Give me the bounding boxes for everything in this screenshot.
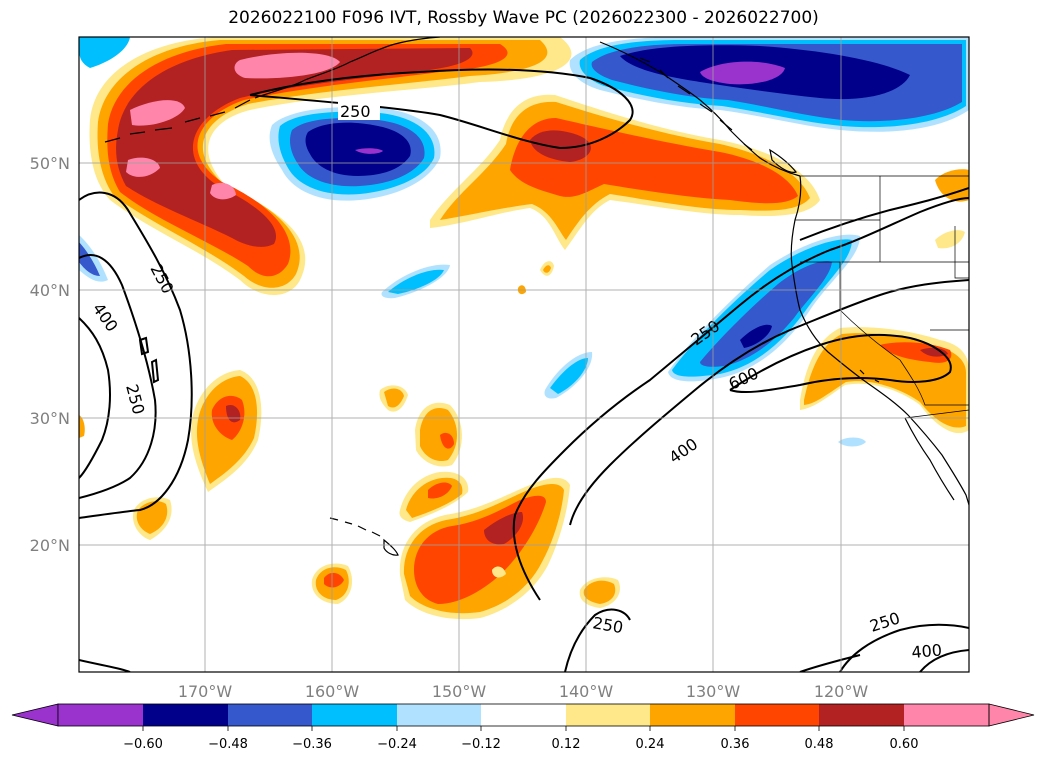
positive-anomaly-northwest-pink-1: [234, 52, 340, 79]
colorbar-segment: [566, 704, 650, 726]
negative-anomaly-small-1-cyan: [388, 269, 444, 294]
border-az: [899, 359, 969, 406]
positive-anomaly-socal-darkred: [920, 347, 948, 357]
colorbar-tick-label: −0.12: [461, 737, 501, 752]
positive-anomaly-subtropics-7-orange: [583, 580, 616, 604]
positive-anomaly-hawaii-plume-yellow-spot: [492, 566, 506, 578]
colorbar-extend-min: [11, 703, 59, 727]
lon-label: 170°W: [178, 682, 233, 701]
latitude-labels: 50°N 40°N 30°N 20°N: [30, 154, 70, 555]
negative-anomaly-california-blue: [700, 261, 832, 367]
colorbar-segment: [228, 704, 312, 726]
negative-anomaly-north-purple: [700, 61, 785, 85]
positive-anomaly-subtropics-5-redorange: [428, 482, 452, 499]
contour-600-coast: [729, 333, 952, 394]
figure-title: 2026022100 F096 IVT, Rossby Wave PC (202…: [228, 8, 819, 28]
gridlines: [79, 37, 969, 672]
contour-small-loop-2: [150, 358, 160, 384]
positive-anomaly-northwest-pink-3: [126, 157, 160, 177]
positive-anomaly-jet-darkred: [530, 130, 591, 162]
contour-small-loop-1: [138, 336, 150, 356]
colorbar-segment: [819, 704, 904, 726]
lon-label: 130°W: [686, 682, 741, 701]
negative-anomaly-small-5: [79, 37, 130, 68]
colorbar-tick-label: −0.24: [377, 737, 417, 752]
contour-250-south-1: [564, 608, 631, 672]
colorbar-frame: [57, 703, 990, 727]
contour-400-coast: [569, 279, 969, 526]
border-us-mexico: [904, 409, 969, 419]
lon-label: 160°W: [305, 682, 360, 701]
ivt-contours: [79, 68, 969, 672]
contour-400-west: [79, 254, 157, 499]
coastline-alaska-panhandle: [599, 41, 801, 177]
negative-anomaly-small-4: [838, 437, 866, 447]
contour-250-gulf: [249, 68, 634, 150]
colorbar-segment: [735, 704, 819, 726]
contour-400-south: [919, 649, 969, 672]
positive-anomaly-small-a-orange: [543, 265, 551, 273]
contour-250-right-lower: [799, 654, 861, 672]
contour-label: 400: [911, 640, 943, 662]
lon-label: 120°W: [814, 682, 869, 701]
colorbar-ticks: [142, 726, 905, 731]
contour-250-west: [79, 191, 193, 519]
contour-label: 250: [340, 102, 371, 121]
positive-anomaly-subtropics-6-redorange: [324, 572, 344, 588]
coastline-channel-islands: [859, 369, 880, 383]
coastline-bc-islands: [639, 57, 753, 151]
colorbar-tick-label: −0.60: [123, 737, 163, 752]
coastline-vancouver-island: [769, 148, 798, 173]
longitude-labels: 170°W 160°W 150°W 140°W 130°W 120°W: [178, 682, 869, 701]
colorbar-segment: [143, 704, 228, 726]
colorbar-extend-max: [988, 703, 1035, 727]
positive-anomaly-northwest-pink-2: [130, 100, 185, 126]
colorbar-segment: [650, 704, 735, 726]
colorbar-segment: [58, 704, 143, 726]
negative-anomaly-california-navy: [740, 324, 772, 348]
positive-anomaly-ne-corner: [935, 169, 969, 202]
map-frame: [78, 36, 970, 673]
coastline-hawaii: [329, 517, 399, 556]
lon-label: 140°W: [559, 682, 614, 701]
negative-anomaly-small-2-cyan: [550, 358, 588, 394]
lat-label: 50°N: [30, 154, 70, 173]
positive-anomaly-small-c: [79, 415, 85, 438]
contour-250-coast: [512, 197, 969, 601]
colorbar-tick-label: 0.24: [636, 737, 665, 752]
lat-label: 20°N: [30, 536, 70, 555]
colorbar-tick-label: 0.48: [805, 737, 834, 752]
contour-400-top: [799, 187, 969, 241]
colorbar-tick-label: 0.36: [721, 737, 750, 752]
colorbar-tick-label: −0.48: [208, 737, 248, 752]
positive-anomaly-subtropics-3-orange: [384, 388, 404, 408]
positive-anomaly-subtropics-4-redorange: [440, 432, 454, 449]
colorbar-tick-label: 0.60: [890, 737, 919, 752]
contour-250-west-inner: [79, 317, 111, 479]
positive-anomaly-subtropics-4-orange: [420, 408, 457, 462]
lat-label: 40°N: [30, 281, 70, 300]
coastline-baja: [904, 417, 955, 501]
colorbar: −0.60 −0.48 −0.36 −0.24 −0.12 0.12 0.24 …: [11, 703, 1035, 752]
positive-anomaly-ne-corner-yellow: [935, 230, 965, 249]
colorbar-tick-label: 0.12: [552, 737, 581, 752]
colorbar-segment: [397, 704, 481, 726]
coastline-west-coast: [790, 175, 969, 506]
border-nv-ut: [954, 226, 969, 279]
coastline-aleutians: [104, 99, 251, 143]
negative-anomaly-gulf-purple: [355, 148, 383, 154]
colorbar-segment: [312, 704, 397, 726]
colorbar-segment: [904, 704, 989, 726]
colorbar-tick-label: −0.36: [292, 737, 332, 752]
contour-label-bg: [338, 100, 380, 120]
positive-anomaly-northwest-pink-4: [210, 182, 236, 200]
ivt-field: 250 250 400 250 250 600 400 250 250 400: [79, 37, 969, 672]
colorbar-segment: [481, 704, 566, 726]
coastlines: [104, 37, 969, 556]
lon-label: 150°W: [432, 682, 487, 701]
lat-label: 30°N: [30, 409, 70, 428]
negative-anomaly-small-3-blue: [79, 242, 100, 276]
contour-250-south-3: [79, 659, 131, 672]
